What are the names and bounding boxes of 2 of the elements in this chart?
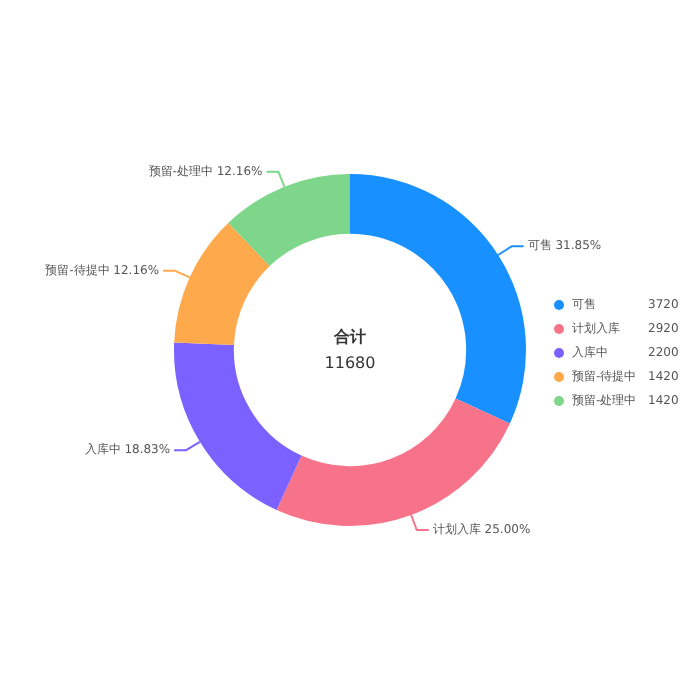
text: 合计 — [332, 328, 366, 347]
text: 11680 — [324, 354, 376, 373]
